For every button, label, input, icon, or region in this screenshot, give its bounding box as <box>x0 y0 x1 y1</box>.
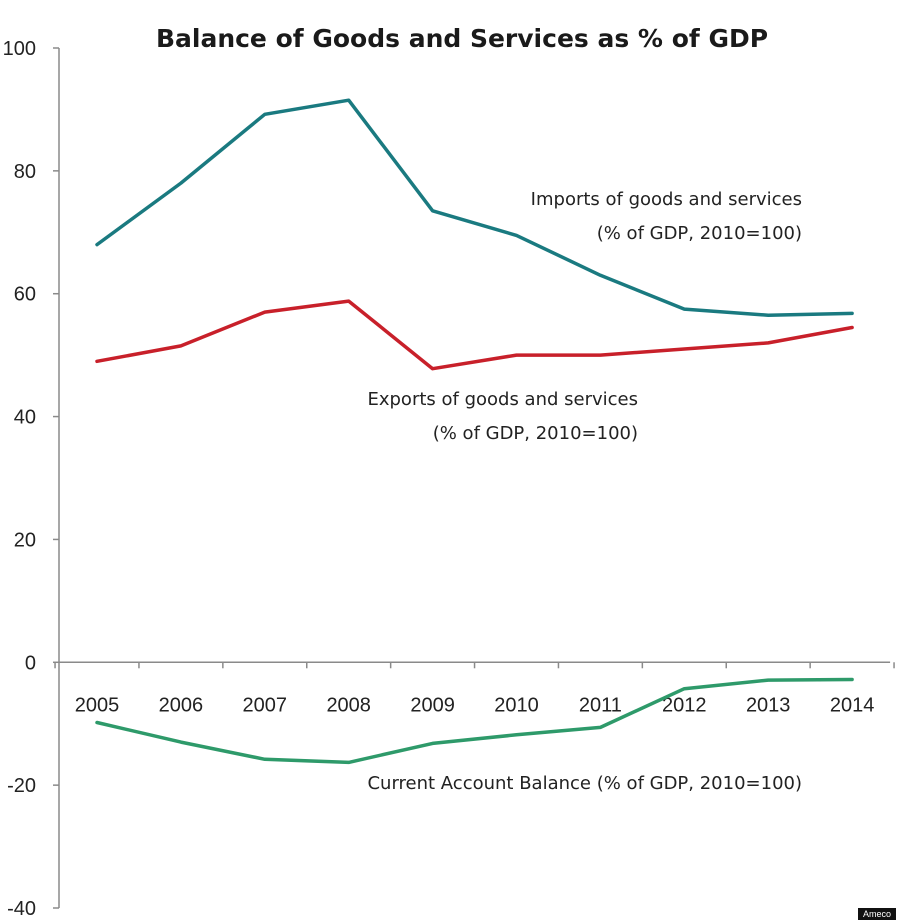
x-tick-label: 2008 <box>326 694 371 716</box>
x-tick-label: 2012 <box>662 694 707 716</box>
current-account-line <box>95 677 854 765</box>
exports-label-line-2: (% of GDP, 2010=100) <box>433 423 638 444</box>
x-tick-label: 2011 <box>579 694 622 716</box>
y-tick-label: -20 <box>7 775 36 797</box>
x-tick-label: 2007 <box>243 694 288 716</box>
exports-line <box>95 299 854 371</box>
x-tick-label: 2014 <box>830 694 875 716</box>
series-annotations: Imports of goods and services (% of GDP, … <box>367 189 802 794</box>
series-lines <box>95 98 854 765</box>
source-badge: Ameco <box>857 908 896 920</box>
y-tick-label: 100 <box>3 38 36 60</box>
y-tick-label: 40 <box>14 407 36 429</box>
imports-label-line-2: (% of GDP, 2010=100) <box>597 223 802 244</box>
y-ticks: 100 80 60 40 20 0 -20 -40 <box>3 38 59 920</box>
x-tick-label: 2010 <box>494 694 539 716</box>
x-tick-label: 2005 <box>75 694 120 716</box>
x-tick-label: 2006 <box>159 694 204 716</box>
x-ticks: 2005 2006 2007 2008 2009 2010 2011 2012 2013 2014 <box>54 662 895 716</box>
imports-label-line-1: Imports of goods and services <box>531 189 802 210</box>
y-tick-label: 60 <box>14 284 36 306</box>
y-tick-label: 20 <box>14 529 36 551</box>
exports-label-line-1: Exports of goods and services <box>367 389 638 410</box>
y-tick-label: 80 <box>14 161 36 183</box>
y-tick-label: 0 <box>25 652 36 674</box>
chart-title: Balance of Goods and Services as % of GD… <box>156 24 768 53</box>
x-tick-label: 2013 <box>746 694 791 716</box>
imports-line <box>95 98 854 317</box>
y-tick-label: -40 <box>7 898 36 920</box>
current-account-label-line-1: Current Account Balance (% of GDP, 2010=… <box>367 773 802 794</box>
x-tick-label: 2009 <box>410 694 455 716</box>
